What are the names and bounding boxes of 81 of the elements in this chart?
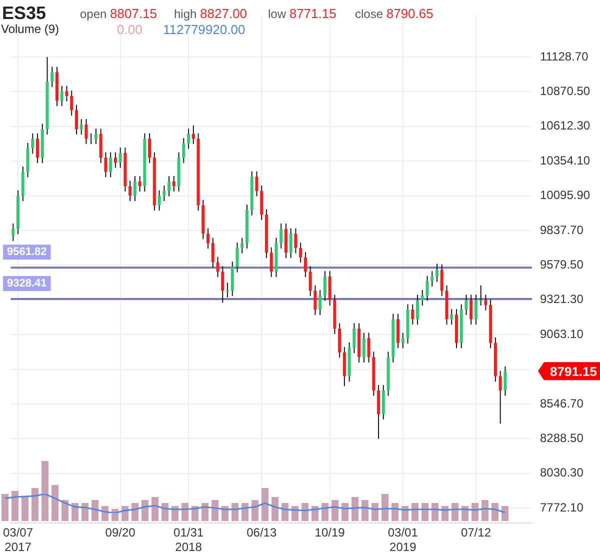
bar bbox=[312, 506, 318, 521]
ref-line-label: 9561.82 bbox=[7, 246, 47, 258]
x-tick-label: 09/20 bbox=[105, 526, 136, 540]
text: 8791.15 bbox=[550, 364, 597, 379]
chart-title: Volume (9) bbox=[1, 22, 60, 36]
bar bbox=[422, 503, 428, 521]
y-tick-label: 11128.70 bbox=[540, 49, 589, 64]
y-tick-label: 10612.30 bbox=[540, 118, 590, 133]
bar bbox=[282, 503, 288, 521]
candlestick bbox=[479, 285, 482, 306]
bar bbox=[2, 494, 8, 521]
bar bbox=[82, 503, 88, 521]
bar bbox=[132, 503, 138, 521]
bar bbox=[492, 503, 498, 521]
ref-line-label: 9328.41 bbox=[7, 278, 47, 290]
bar bbox=[392, 503, 398, 521]
bar bbox=[62, 500, 68, 521]
annotation: 112779920.00 bbox=[163, 22, 246, 37]
bar bbox=[362, 500, 368, 521]
bar bbox=[112, 509, 118, 521]
y-tick-label: 8546.70 bbox=[540, 396, 584, 410]
bar bbox=[462, 506, 468, 521]
bar bbox=[292, 506, 298, 521]
bar bbox=[162, 503, 168, 521]
y-tick-label: 10870.50 bbox=[540, 84, 590, 98]
annotation: high 8827.00 bbox=[174, 6, 248, 21]
bar bbox=[382, 494, 388, 521]
y-tick-label: 7772.10 bbox=[540, 500, 584, 514]
y-tick-label: 8030.30 bbox=[540, 466, 584, 480]
bar bbox=[212, 500, 218, 521]
bar bbox=[302, 503, 308, 521]
bar bbox=[142, 500, 148, 521]
bar bbox=[252, 500, 258, 521]
y-tick-label: 9063.10 bbox=[540, 326, 584, 341]
x-tick-label: 03/01 2019 bbox=[388, 526, 418, 554]
x-tick-label: 01/31 2018 bbox=[174, 526, 204, 554]
bar bbox=[272, 497, 278, 521]
bar bbox=[92, 500, 98, 521]
bar bbox=[372, 503, 378, 521]
bar bbox=[22, 497, 28, 521]
x-tick-label: 10/19 bbox=[314, 526, 346, 540]
y-tick-label: 10095.90 bbox=[540, 188, 590, 202]
annotation: close 8790.65 bbox=[355, 6, 434, 21]
bar bbox=[242, 503, 248, 521]
candlestick bbox=[226, 282, 230, 298]
y-tick-label: 9321.30 bbox=[540, 292, 584, 306]
bar bbox=[12, 491, 18, 521]
annotation: open 8807.15 bbox=[80, 6, 158, 21]
y-tick-label: 10354.10 bbox=[540, 153, 590, 168]
x-tick-label: 07/12 bbox=[460, 526, 492, 540]
bar bbox=[232, 503, 238, 521]
bar bbox=[72, 503, 78, 521]
bar bbox=[352, 497, 358, 521]
y-tick-label: 9579.50 bbox=[540, 258, 584, 272]
bar bbox=[472, 503, 478, 521]
bar bbox=[152, 497, 158, 521]
bar bbox=[52, 485, 58, 521]
bar bbox=[32, 488, 38, 521]
bar bbox=[262, 488, 268, 521]
bar bbox=[482, 500, 488, 521]
bar bbox=[222, 506, 228, 521]
x-tick-label: 06/13 bbox=[246, 526, 277, 540]
bar bbox=[322, 503, 328, 521]
bar bbox=[202, 503, 208, 521]
bar bbox=[182, 503, 188, 521]
bar bbox=[402, 506, 408, 521]
bar bbox=[172, 506, 178, 521]
annotation: low 8771.15 bbox=[268, 6, 336, 21]
annotation: 0.00 bbox=[117, 22, 142, 37]
y-tick-label: 9837.70 bbox=[540, 222, 584, 237]
y-tick-label: 8288.50 bbox=[540, 431, 584, 446]
bar bbox=[342, 503, 348, 521]
bar bbox=[412, 503, 418, 521]
bar bbox=[432, 503, 438, 521]
x-tick-label: 03/07 2017 bbox=[3, 526, 34, 554]
bar bbox=[42, 461, 48, 521]
bar bbox=[452, 503, 458, 521]
chart-title: ES35 bbox=[2, 3, 46, 24]
bar bbox=[502, 506, 508, 521]
bar bbox=[442, 506, 448, 521]
bar bbox=[332, 500, 338, 521]
